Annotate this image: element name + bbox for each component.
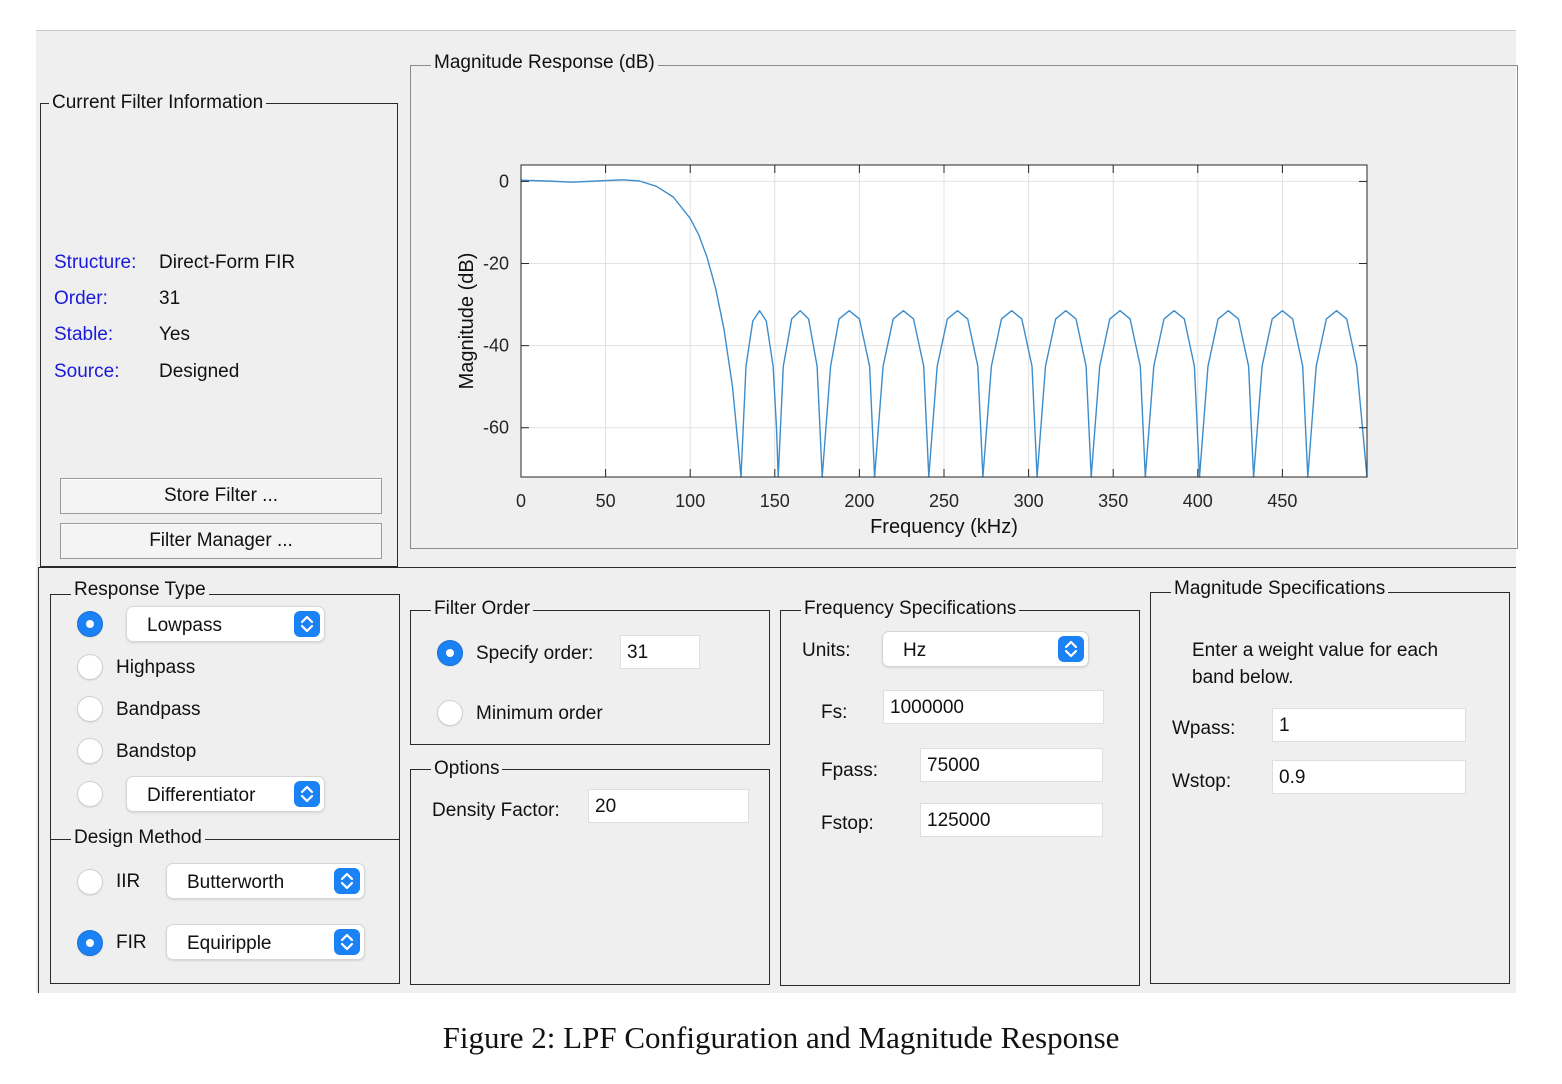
stable-value: Yes <box>159 324 190 345</box>
stable-label: Stable: <box>54 324 114 345</box>
other-response-radio[interactable] <box>77 781 103 807</box>
x-tick-label: 0 <box>516 491 526 511</box>
magnitude-response-panel <box>410 65 1518 549</box>
x-tick-label: 250 <box>929 491 959 511</box>
y-axis-label: Magnitude (dB) <box>456 253 478 390</box>
bandstop-radio[interactable] <box>77 738 103 764</box>
bandstop-label[interactable]: Bandstop <box>116 741 197 762</box>
y-tick-label: -20 <box>483 254 509 274</box>
magnitude-specs-title: Magnitude Specifications <box>1171 578 1389 600</box>
other-response-select-value: Differentiator <box>147 785 256 806</box>
x-tick-label: 450 <box>1267 491 1297 511</box>
chevron-updown-icon <box>294 781 320 807</box>
x-tick-label: 200 <box>844 491 874 511</box>
specify-order-radio[interactable] <box>437 640 463 666</box>
fs-input[interactable]: 1000000 <box>883 690 1104 724</box>
specify-order-input[interactable]: 31 <box>620 635 700 669</box>
iir-label[interactable]: IIR <box>116 871 141 892</box>
chevron-updown-icon <box>1058 636 1084 662</box>
filter-order-panel <box>410 610 770 745</box>
fstop-input[interactable]: 125000 <box>920 803 1103 837</box>
x-tick-label: 350 <box>1098 491 1128 511</box>
density-factor-input[interactable]: 20 <box>588 789 749 823</box>
other-response-select[interactable]: Differentiator <box>126 776 325 812</box>
x-tick-label: 100 <box>675 491 705 511</box>
y-tick-label: -40 <box>483 336 509 356</box>
lower-panel-left-edge <box>38 567 39 993</box>
fir-radio[interactable] <box>77 930 103 956</box>
fir-method-value: Equiripple <box>187 933 272 954</box>
bandpass-radio[interactable] <box>77 696 103 722</box>
x-tick-label: 150 <box>760 491 790 511</box>
response-type-panel <box>50 594 400 984</box>
wstop-input[interactable]: 0.9 <box>1272 760 1466 794</box>
fstop-label: Fstop: <box>821 813 874 834</box>
x-tick-label: 400 <box>1183 491 1213 511</box>
magnitude-series-line <box>520 179 1368 478</box>
frequency-specs-title: Frequency Specifications <box>801 598 1020 620</box>
structure-value: Direct-Form FIR <box>159 252 296 273</box>
highpass-radio[interactable] <box>77 654 103 680</box>
current-filter-info-title: Current Filter Information <box>49 92 267 114</box>
figure-caption: Figure 2: LPF Configuration and Magnitud… <box>442 1020 1120 1055</box>
structure-label: Structure: <box>54 252 137 273</box>
fpass-input[interactable]: 75000 <box>920 748 1103 782</box>
lowpass-select[interactable]: Lowpass <box>126 606 325 642</box>
order-value: 31 <box>159 288 181 309</box>
response-type-title: Response Type <box>71 579 209 601</box>
design-method-title: Design Method <box>71 827 205 849</box>
x-axis-label: Frequency (kHz) <box>870 516 1018 538</box>
iir-method-value: Butterworth <box>187 872 285 893</box>
specify-order-label[interactable]: Specify order: <box>476 643 594 664</box>
filter-designer-window: Current Filter Information Structure: Di… <box>36 30 1518 993</box>
iir-radio[interactable] <box>77 869 103 895</box>
fir-method-select[interactable]: Equiripple <box>166 924 365 960</box>
lowpass-radio[interactable] <box>77 611 103 637</box>
bandpass-label[interactable]: Bandpass <box>116 699 201 720</box>
units-select-value: Hz <box>903 640 927 661</box>
wstop-label: Wstop: <box>1172 771 1232 792</box>
minimum-order-radio[interactable] <box>437 700 463 726</box>
chevron-updown-icon <box>294 611 320 637</box>
chevron-updown-icon <box>334 868 360 894</box>
weight-description-line2: band below. <box>1192 667 1294 688</box>
source-label: Source: <box>54 361 120 382</box>
fir-label[interactable]: FIR <box>116 932 147 953</box>
fpass-label: Fpass: <box>821 760 879 781</box>
options-title: Options <box>431 758 503 780</box>
design-method-divider <box>50 839 400 840</box>
filter-manager-button[interactable]: Filter Manager ... <box>60 523 382 559</box>
units-select[interactable]: Hz <box>882 631 1089 667</box>
x-tick-label: 300 <box>1014 491 1044 511</box>
source-value: Designed <box>159 361 240 382</box>
weight-description-line1: Enter a weight value for each <box>1192 640 1439 661</box>
iir-method-select[interactable]: Butterworth <box>166 863 365 899</box>
lowpass-select-value: Lowpass <box>147 615 222 636</box>
options-panel <box>410 769 770 985</box>
filter-order-title: Filter Order <box>431 598 534 620</box>
fs-label: Fs: <box>821 702 848 723</box>
density-factor-label: Density Factor: <box>432 800 560 821</box>
wpass-label: Wpass: <box>1172 718 1236 739</box>
units-label: Units: <box>802 640 851 661</box>
store-filter-button[interactable]: Store Filter ... <box>60 478 382 514</box>
highpass-label[interactable]: Highpass <box>116 657 196 678</box>
order-label: Order: <box>54 288 108 309</box>
y-tick-label: 0 <box>499 171 509 191</box>
wpass-input[interactable]: 1 <box>1272 708 1466 742</box>
y-tick-label: -60 <box>483 418 509 438</box>
lower-panel-border <box>38 567 1516 568</box>
x-tick-label: 50 <box>596 491 616 511</box>
minimum-order-label[interactable]: Minimum order <box>476 703 603 724</box>
magnitude-response-title: Magnitude Response (dB) <box>431 52 658 74</box>
chevron-updown-icon <box>334 929 360 955</box>
magnitude-response-chart: 0 50 100 150 200 250 300 350 400 450 0 -20 -40 -60 Fre… <box>456 164 1368 538</box>
